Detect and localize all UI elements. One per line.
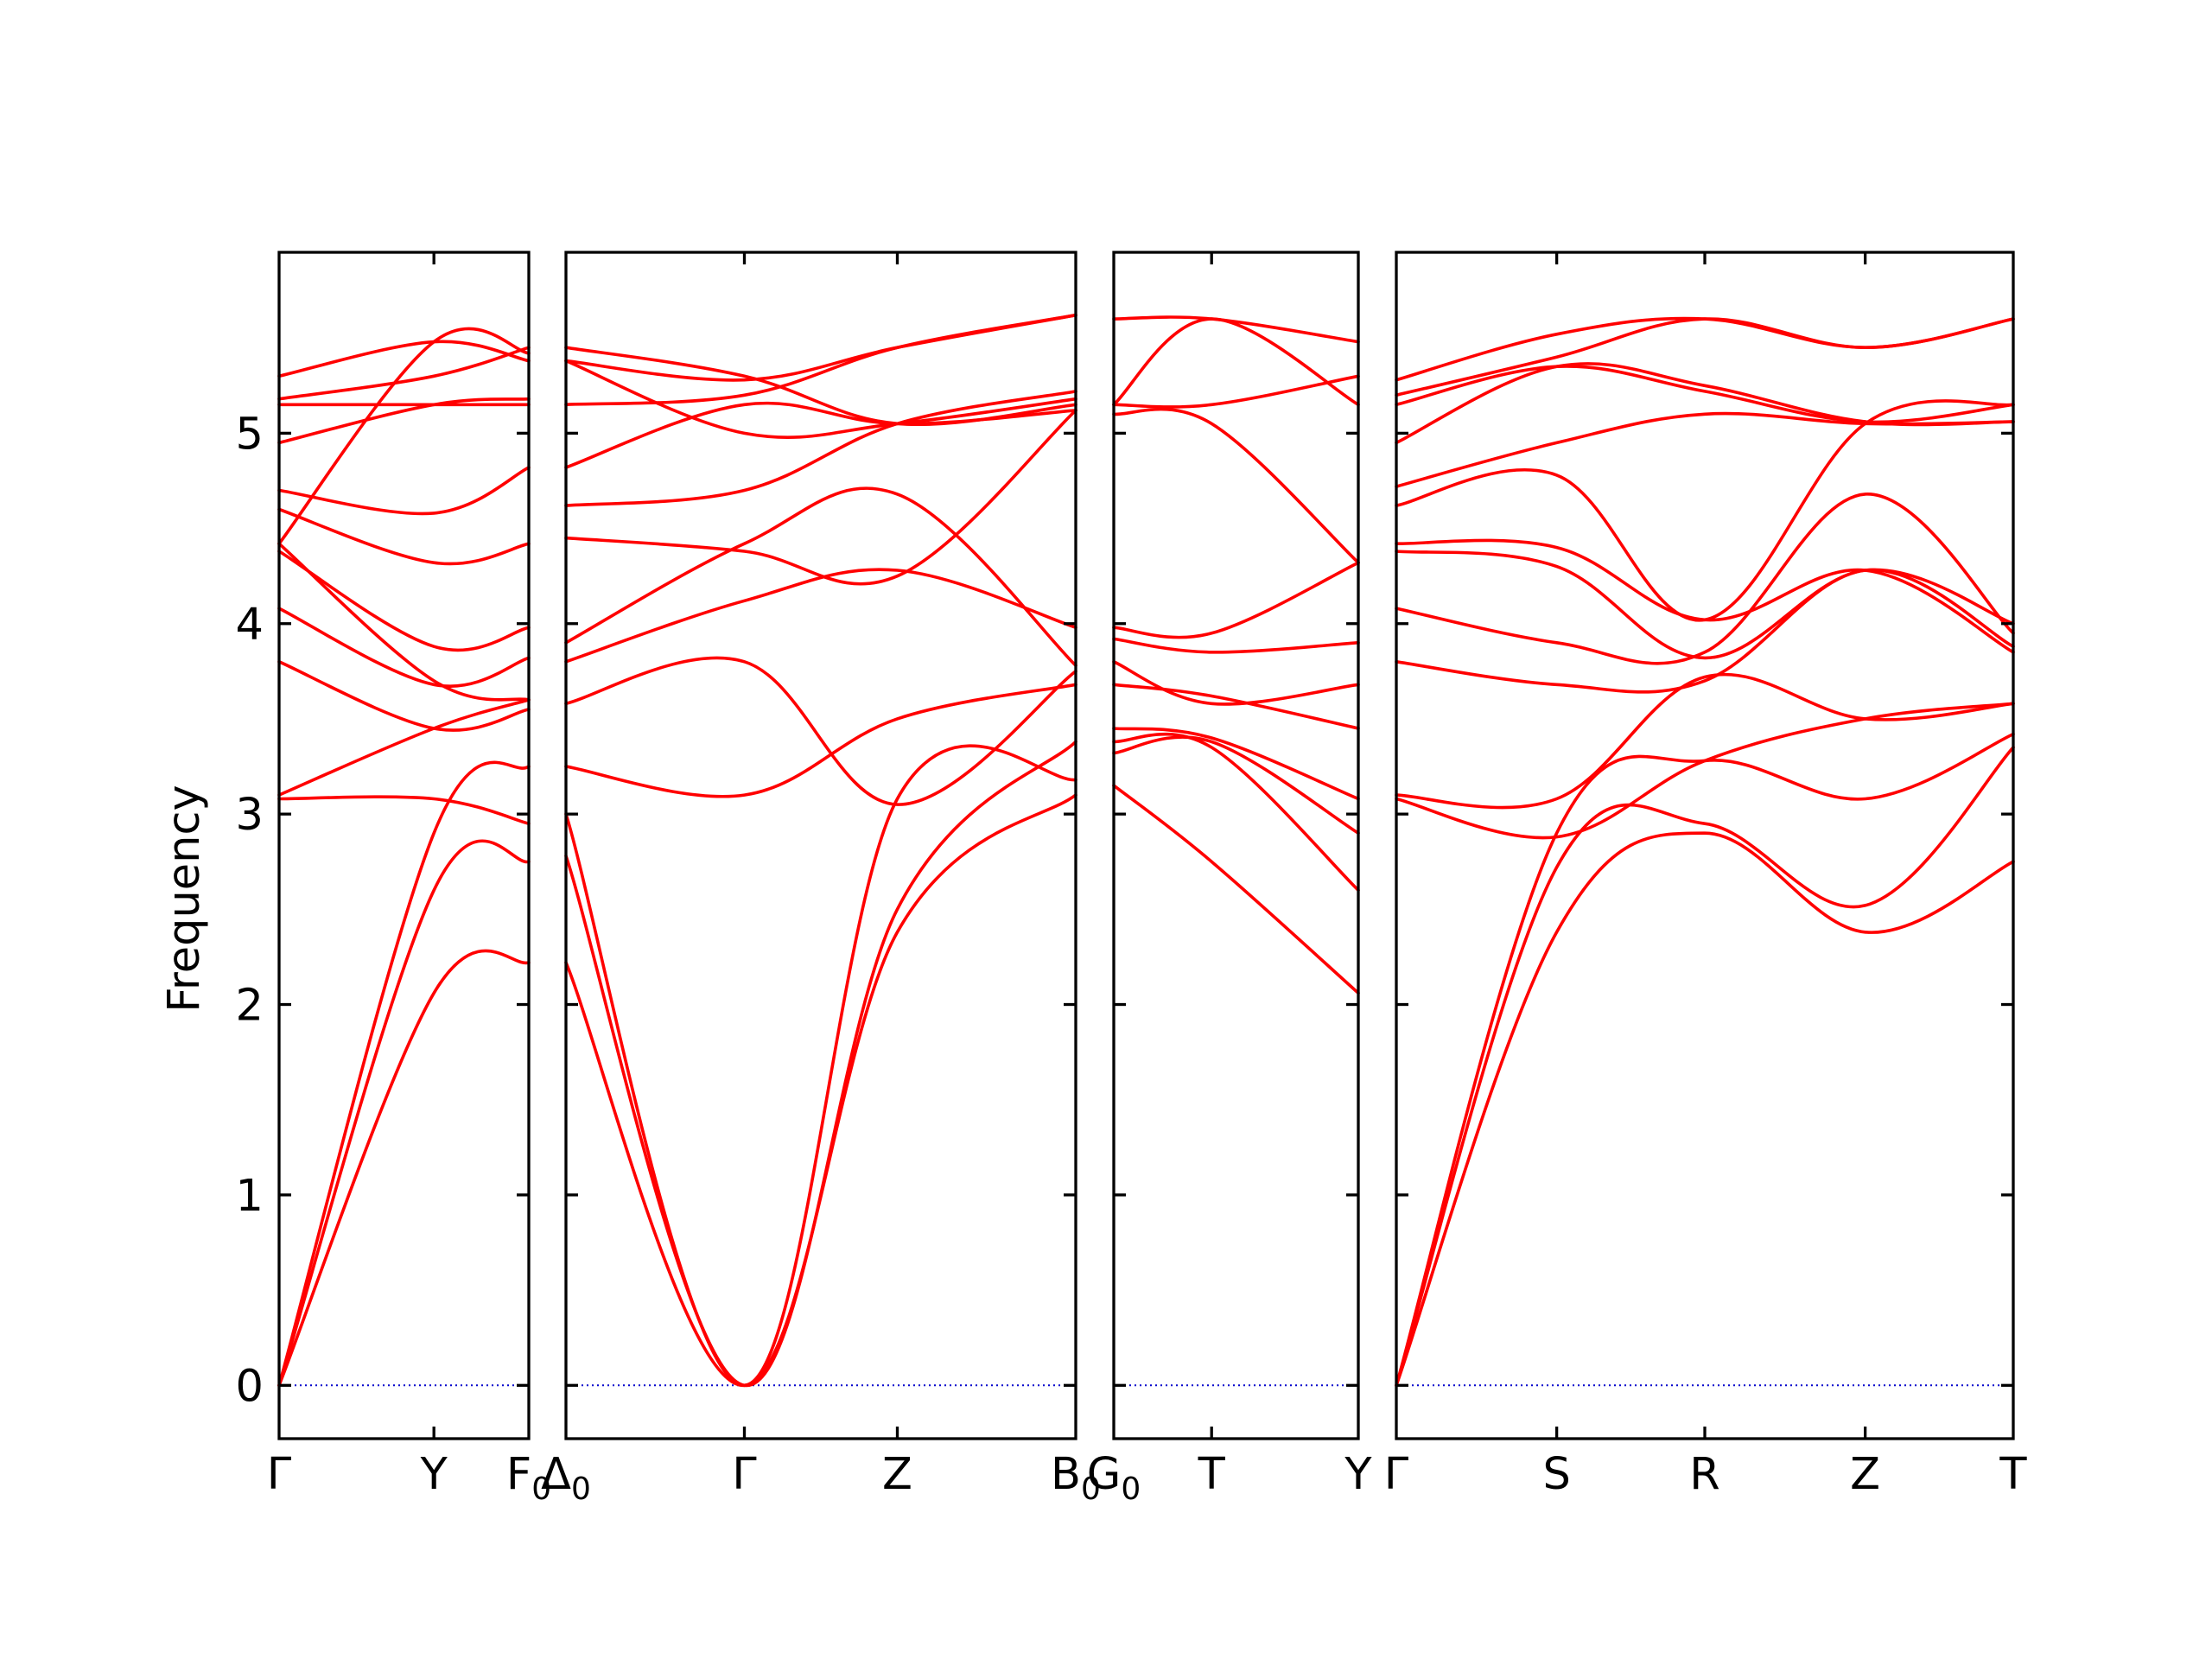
band-2-3 [564, 744, 1077, 1388]
band-1-11 [277, 466, 531, 516]
band-4-8 [1395, 550, 2015, 660]
panel-frame [277, 251, 531, 1440]
band-2-6 [564, 568, 1077, 664]
band-1-7 [277, 607, 531, 688]
band-4-12 [1395, 362, 2015, 445]
x-tick-label: T [1999, 1449, 2027, 1500]
band-1-3 [277, 760, 531, 1388]
y-axis-label: Frequency [159, 785, 210, 1012]
band-3-10 [1112, 374, 1360, 409]
band-3-9 [1112, 407, 1360, 564]
band-4-14 [1395, 317, 2015, 397]
band-2-5 [564, 656, 1077, 806]
panel-frame [1112, 251, 1360, 1440]
x-tick-label: Γ [267, 1449, 292, 1500]
band-3-8 [1112, 561, 1360, 639]
y-tick-label: 1 [236, 1171, 264, 1222]
x-tick-label: R [1689, 1449, 1719, 1500]
band-2-7 [564, 486, 1077, 667]
band-2-4 [564, 683, 1077, 798]
band-4-7 [1395, 493, 2015, 665]
x-tick-label: Δ0 [541, 1449, 591, 1507]
panel-3: G0 T Y [1087, 251, 1372, 1507]
band-2-9 [564, 390, 1077, 507]
band-1-6 [277, 660, 531, 732]
band-1-4 [277, 795, 531, 825]
band-1-8 [277, 550, 531, 652]
y-tick-label: 2 [236, 981, 264, 1032]
band-1-1 [277, 949, 531, 1388]
band-1-2 [277, 839, 531, 1388]
band-4-9 [1395, 538, 2015, 654]
band-4-4 [1395, 702, 2015, 840]
band-2-13 [564, 346, 1077, 427]
band-4-2 [1395, 746, 2015, 1388]
band-3-11 [1112, 315, 1360, 344]
x-tick-label: G0 [1087, 1449, 1141, 1507]
x-tick-label: Γ [732, 1449, 757, 1500]
band-1-14 [277, 346, 531, 401]
x-tick-label: F0 [506, 1449, 551, 1507]
x-tick-label: Y [420, 1449, 448, 1500]
band-4-10 [1395, 399, 2015, 622]
x-tick-label: Γ [1384, 1449, 1409, 1500]
band-1-10 [277, 507, 531, 566]
band-2-12 [564, 313, 1077, 382]
band-4-1 [1395, 831, 2015, 1388]
x-tick-label: B0 [1051, 1449, 1101, 1507]
band-3-5 [1112, 683, 1360, 730]
x-tick-label: S [1542, 1449, 1570, 1500]
y-tick-label: 3 [236, 790, 264, 841]
panel-2: Δ0 Γ Z B0 [541, 251, 1101, 1507]
band-2-1 [564, 793, 1077, 1388]
band-4-13 [1395, 365, 2015, 424]
band-2-2 [564, 740, 1077, 1388]
band-3-7 [1112, 637, 1360, 654]
band-3-2 [1112, 732, 1360, 893]
x-tick-label: Y [1344, 1449, 1372, 1500]
band-1-9 [277, 542, 531, 702]
band-3-12 [1112, 317, 1360, 407]
y-tick-label: 0 [236, 1361, 264, 1412]
band-4-5 [1395, 672, 2015, 810]
x-tick-label: Z [882, 1449, 912, 1500]
band-3-6 [1112, 660, 1360, 706]
y-tick-label: 5 [236, 409, 264, 460]
band-1-15 [277, 340, 531, 378]
band-3-4 [1112, 727, 1360, 801]
band-2-8 [564, 409, 1077, 586]
band-1-16 [277, 327, 531, 545]
y-tick-label: 4 [236, 600, 264, 651]
band-4-3 [1395, 732, 2015, 1388]
band-4-15 [1395, 316, 2015, 382]
band-2-14 [564, 359, 1077, 439]
band-3-3 [1112, 735, 1360, 835]
x-tick-label: T [1198, 1449, 1226, 1500]
band-1-5 [277, 698, 531, 797]
panel-frame [1395, 251, 2015, 1440]
band-3-1 [1112, 784, 1360, 995]
x-tick-label: Z [1850, 1449, 1880, 1500]
band-4-6 [1395, 568, 2015, 694]
panel-1: Γ Y F0 [267, 251, 551, 1507]
panel-frame [564, 251, 1077, 1440]
